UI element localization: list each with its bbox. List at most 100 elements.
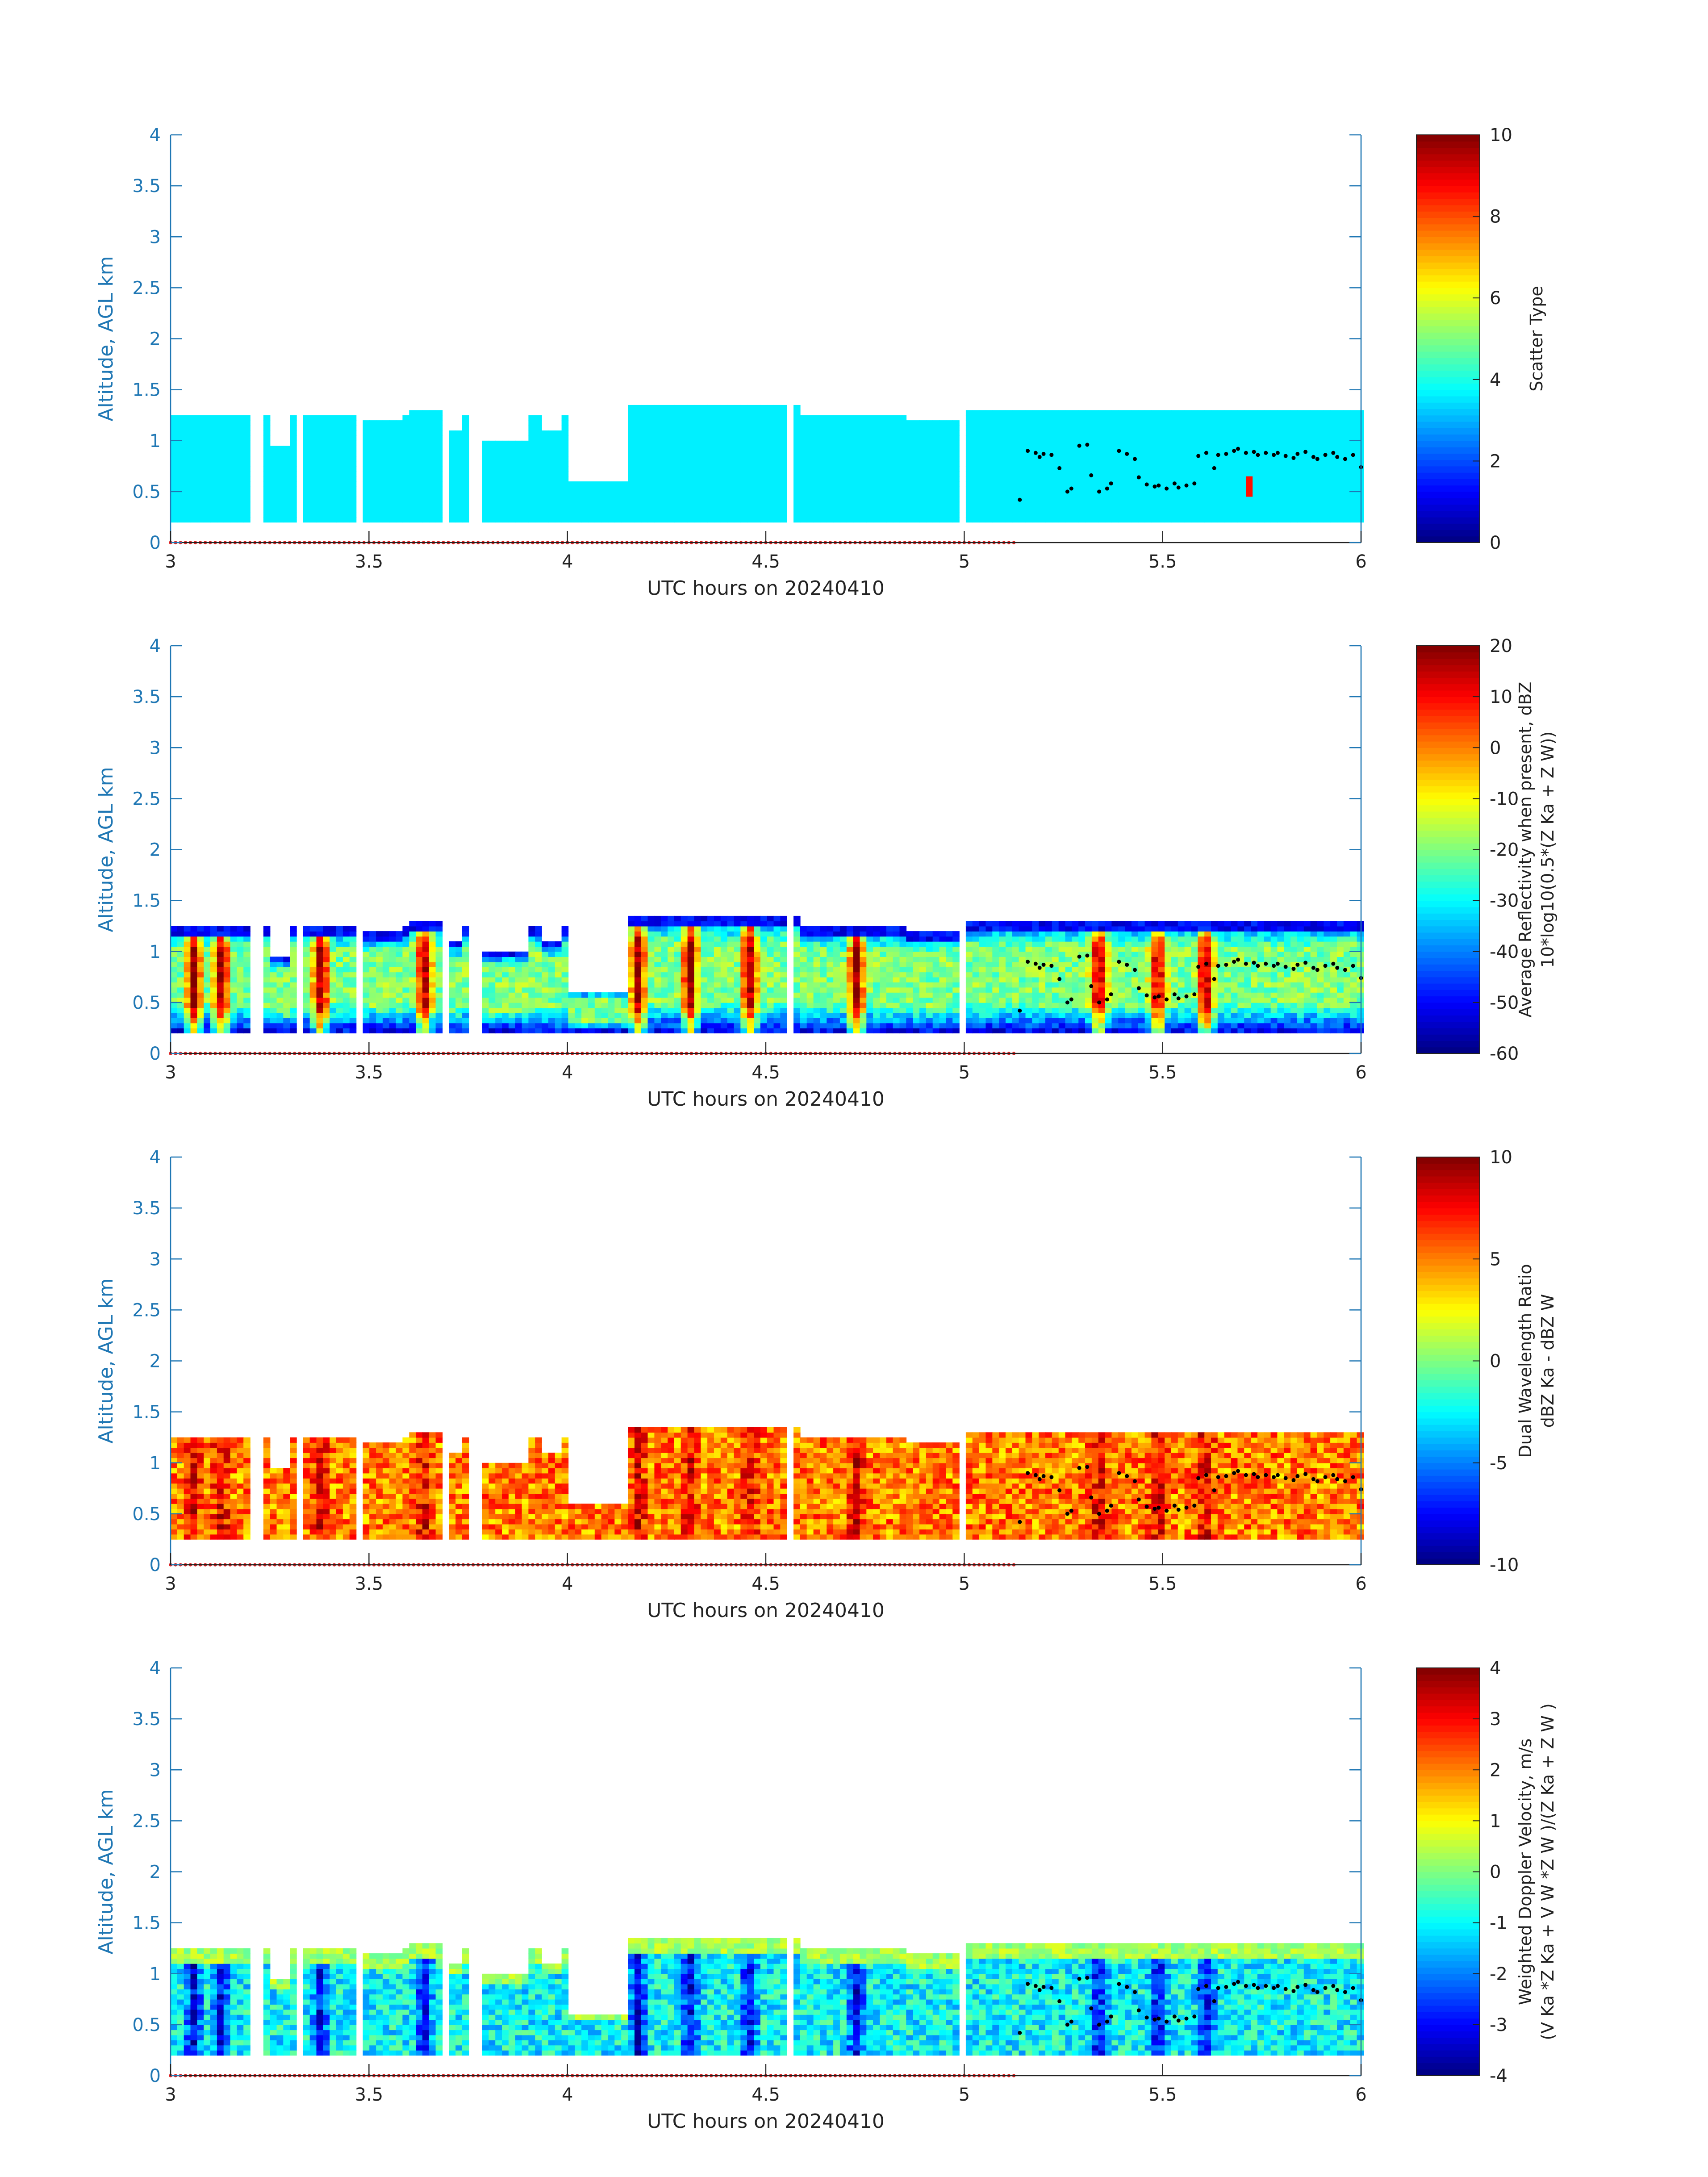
heatmap-cell <box>1317 486 1324 492</box>
heatmap-cell <box>628 977 635 982</box>
heatmap-cell <box>363 951 370 957</box>
heatmap-cell <box>429 941 436 947</box>
heatmap-cell <box>323 997 330 1003</box>
heatmap-cell <box>952 420 960 426</box>
heatmap-cell <box>309 957 317 962</box>
heatmap-cell <box>1058 440 1066 446</box>
heatmap-cell <box>171 476 178 482</box>
heatmap-cell <box>1118 425 1125 431</box>
heatmap-cell <box>342 1002 350 1008</box>
heatmap-cell <box>1257 440 1265 446</box>
heatmap-cell <box>449 517 456 523</box>
heatmap-cell <box>926 471 933 477</box>
heatmap-cell <box>793 451 801 456</box>
heatmap-cell <box>1357 425 1364 431</box>
heatmap-cell <box>323 501 330 507</box>
heatmap-cell <box>1343 451 1351 456</box>
heatmap-cell <box>1290 501 1298 507</box>
heatmap-cell <box>1058 435 1066 441</box>
heatmap-cell <box>276 497 284 502</box>
heatmap-cell <box>800 430 807 436</box>
cloud-base-point <box>1351 453 1355 457</box>
heatmap-cell <box>416 491 423 497</box>
heatmap-cell <box>455 982 463 988</box>
heatmap-cell <box>230 476 238 482</box>
heatmap-cell <box>508 972 516 978</box>
heatmap-cell <box>880 420 887 426</box>
heatmap-cell <box>561 420 569 426</box>
heatmap-cell <box>217 1012 224 1018</box>
heatmap-cell <box>886 430 894 436</box>
heatmap-cell <box>389 967 397 973</box>
heatmap-cell <box>668 466 675 472</box>
heatmap-cell <box>429 1018 436 1024</box>
heatmap-cell <box>588 1002 595 1008</box>
heatmap-cell <box>402 497 409 502</box>
heatmap-cell <box>939 430 947 436</box>
heatmap-cell <box>1158 435 1165 441</box>
heatmap-cell <box>913 471 920 477</box>
heatmap-cell <box>210 931 217 937</box>
heatmap-cell <box>303 430 310 436</box>
heatmap-cell <box>429 415 436 421</box>
heatmap-cell <box>409 481 416 487</box>
heatmap-cell <box>1330 507 1337 513</box>
heatmap-cell <box>237 507 244 513</box>
heatmap-cell <box>839 517 847 523</box>
heatmap-cell <box>707 507 714 513</box>
heatmap-cell <box>270 466 277 472</box>
heatmap-cell <box>1118 466 1125 472</box>
heatmap-cell <box>1297 466 1304 472</box>
heatmap-cell <box>734 440 741 446</box>
heatmap-cell <box>767 466 774 472</box>
y-tick-label: 3 <box>150 227 161 247</box>
heatmap-cell <box>396 471 403 477</box>
heatmap-cell <box>1297 491 1304 497</box>
heatmap-cell <box>515 967 522 973</box>
heatmap-cell <box>422 410 430 416</box>
heatmap-cell <box>687 440 695 446</box>
heatmap-cell <box>522 1023 529 1028</box>
heatmap-cell <box>1343 446 1351 451</box>
heatmap-cell <box>952 425 960 431</box>
heatmap-cell <box>827 446 834 451</box>
heatmap-cell <box>1131 446 1139 451</box>
heatmap-cell <box>760 486 768 492</box>
heatmap-cell <box>389 440 397 446</box>
heatmap-cell <box>1343 517 1351 523</box>
heatmap-cell <box>1151 430 1158 436</box>
heatmap-cell <box>316 967 324 973</box>
heatmap-cell <box>416 435 423 441</box>
heatmap-cell <box>1065 410 1073 416</box>
heatmap-cell <box>972 497 980 502</box>
heatmap-cell <box>1198 440 1205 446</box>
heatmap-cell <box>1165 491 1172 497</box>
heatmap-cell <box>1297 507 1304 513</box>
heatmap-cell <box>608 517 615 523</box>
heatmap-cell <box>986 451 993 456</box>
heatmap-cell <box>866 430 873 436</box>
heatmap-cell <box>654 481 661 487</box>
colorbar-segment <box>1416 434 1480 441</box>
heatmap-cell <box>422 425 430 431</box>
heatmap-cell <box>1085 486 1092 492</box>
heatmap-cell <box>1144 486 1152 492</box>
heatmap-cell <box>382 456 390 462</box>
heatmap-cell <box>588 497 595 502</box>
heatmap-cell <box>263 517 271 523</box>
heatmap-cell <box>899 501 907 507</box>
heatmap-cell <box>462 512 469 518</box>
heatmap-cell <box>323 936 330 942</box>
heatmap-cell <box>184 461 191 467</box>
heatmap-cell <box>1171 466 1178 472</box>
heatmap-cell <box>429 466 436 472</box>
heatmap-cell <box>727 476 735 482</box>
heatmap-cell <box>1317 435 1324 441</box>
colorbar-segment <box>1416 268 1480 276</box>
heatmap-cell <box>336 1018 343 1024</box>
heatmap-cell <box>1297 435 1304 441</box>
heatmap-cell <box>270 512 277 518</box>
heatmap-cell <box>263 430 271 436</box>
heatmap-cell <box>409 931 416 937</box>
heatmap-cell <box>1231 415 1238 421</box>
